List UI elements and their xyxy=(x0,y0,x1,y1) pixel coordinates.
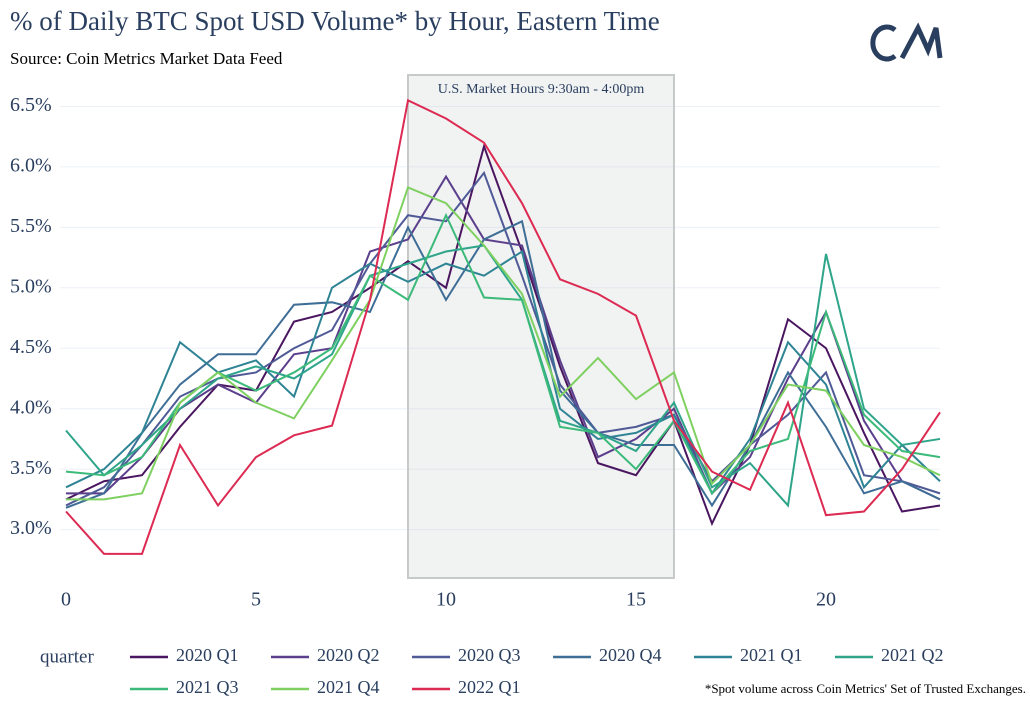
y-tick-label: 4.5% xyxy=(10,336,52,358)
y-tick-label: 3.5% xyxy=(10,457,52,479)
legend-label: 2021 Q4 xyxy=(317,677,380,697)
chart-subtitle: Source: Coin Metrics Market Data Feed xyxy=(10,49,283,68)
x-tick-label: 5 xyxy=(251,589,261,611)
series-line xyxy=(65,143,941,527)
series-line xyxy=(66,186,941,501)
y-tick-label: 6.0% xyxy=(10,154,52,176)
series-line xyxy=(65,219,941,509)
legend-label: 2020 Q3 xyxy=(458,645,521,665)
chart-title: % of Daily BTC Spot USD Volume* by Hour,… xyxy=(10,6,660,36)
x-tick-label: 10 xyxy=(436,589,456,611)
series-line xyxy=(66,174,941,501)
x-tick-label: 15 xyxy=(626,589,646,611)
annotation: U.S. Market Hours 9:30am - 4:00pm xyxy=(438,82,645,97)
series-line xyxy=(65,249,941,496)
x-tick-label: 0 xyxy=(61,589,71,611)
y-tick-label: 4.0% xyxy=(10,396,52,418)
legend-label: 2021 Q2 xyxy=(881,645,944,665)
y-tick-label: 3.0% xyxy=(10,517,52,539)
legend-title: quarter xyxy=(40,646,94,667)
y-tick-label: 5.5% xyxy=(10,215,52,237)
series-line xyxy=(65,244,941,508)
logo xyxy=(870,22,943,62)
legend-label: 2021 Q1 xyxy=(740,645,803,665)
legend-label: 2021 Q3 xyxy=(176,677,239,697)
series-line xyxy=(65,98,941,555)
legend-label: 2020 Q1 xyxy=(176,645,239,665)
x-tick-label: 20 xyxy=(816,589,836,611)
y-tick-label: 5.0% xyxy=(10,275,52,297)
legend-label: 2020 Q4 xyxy=(599,645,662,665)
series-line xyxy=(65,170,941,507)
legend-label: 2022 Q1 xyxy=(458,677,521,697)
footnote: *Spot volume across Coin Metrics' Set of… xyxy=(705,681,1026,696)
y-tick-label: 6.5% xyxy=(10,94,52,116)
legend-label: 2020 Q2 xyxy=(317,645,380,665)
